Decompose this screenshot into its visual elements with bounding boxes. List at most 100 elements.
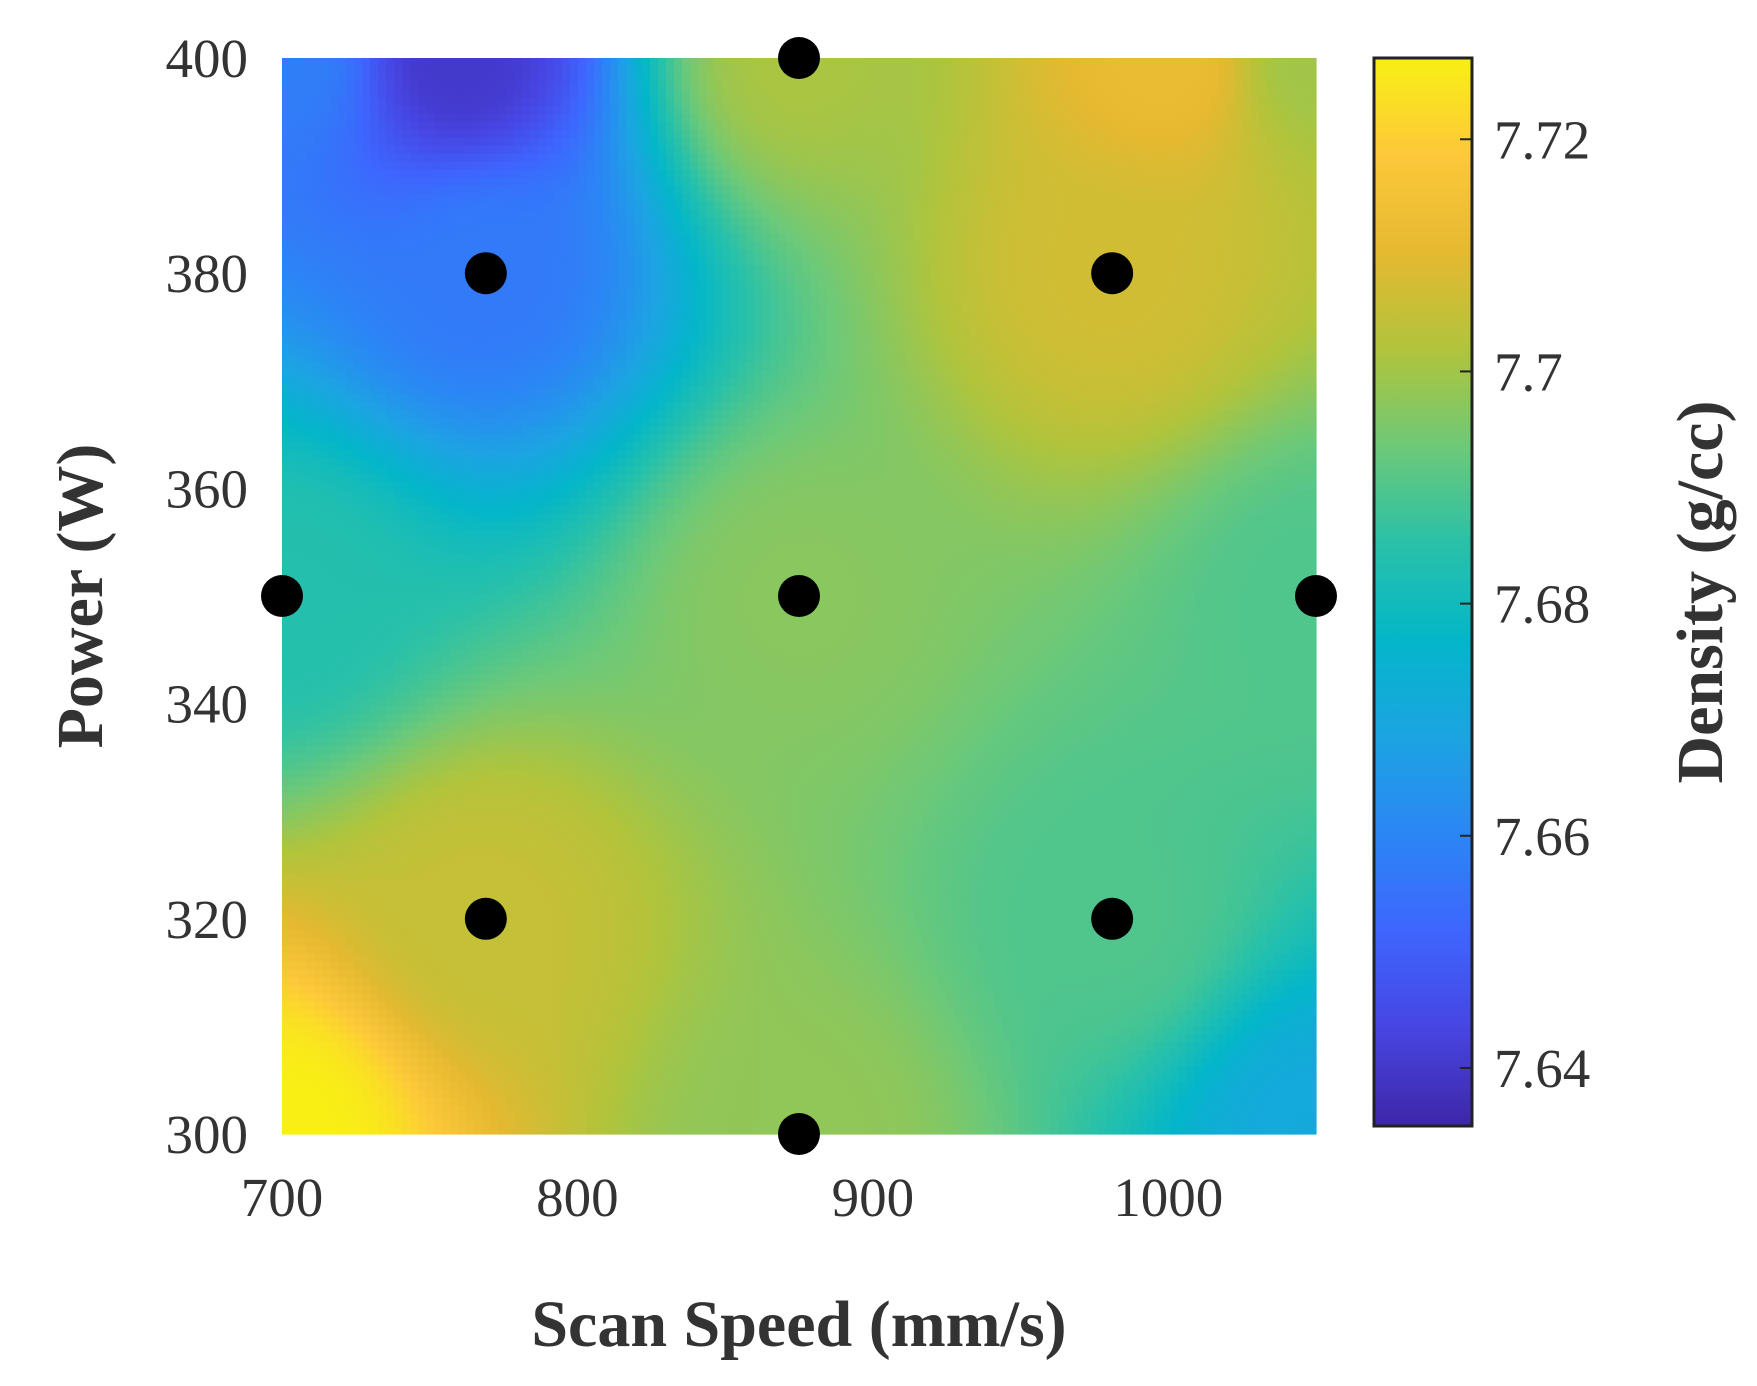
heatmap-cell xyxy=(1250,138,1259,147)
heatmap-cell xyxy=(634,178,643,187)
heatmap-cell xyxy=(426,258,435,267)
heatmap-cell xyxy=(1186,130,1195,139)
heatmap-cell xyxy=(1218,266,1227,275)
heatmap-cell xyxy=(346,146,355,155)
heatmap-cell xyxy=(1106,170,1115,179)
heatmap-cell xyxy=(1170,306,1179,315)
heatmap-cell xyxy=(1058,170,1067,179)
heatmap-cell xyxy=(706,226,715,235)
heatmap-cell xyxy=(450,330,459,339)
heatmap-cell xyxy=(514,354,523,363)
heatmap-cell xyxy=(762,226,771,235)
heatmap-cell xyxy=(642,106,651,115)
heatmap-cell xyxy=(514,154,523,163)
heatmap-cell xyxy=(1130,106,1139,115)
heatmap-cell xyxy=(1058,90,1067,99)
heatmap-cell xyxy=(914,306,923,315)
heatmap-cell xyxy=(378,250,387,259)
heatmap-cell xyxy=(1042,154,1051,163)
heatmap-cell xyxy=(1298,290,1307,299)
heatmap-cell xyxy=(1226,234,1235,243)
heatmap-cell xyxy=(410,250,419,259)
heatmap-cell xyxy=(586,298,595,307)
heatmap-cell xyxy=(834,210,843,219)
heatmap-cell xyxy=(714,338,723,347)
heatmap-cell xyxy=(450,98,459,107)
heatmap-cell xyxy=(554,314,563,323)
heatmap-cell xyxy=(1018,306,1027,315)
heatmap-cell xyxy=(1266,242,1275,251)
heatmap-cell xyxy=(314,298,323,307)
heatmap-cell xyxy=(1258,346,1267,355)
heatmap-cell xyxy=(362,186,371,195)
heatmap-cell xyxy=(1298,258,1307,267)
heatmap-cell xyxy=(930,122,939,131)
heatmap-cell xyxy=(290,66,299,75)
heatmap-cell xyxy=(746,346,755,355)
heatmap-cell xyxy=(1162,114,1171,123)
heatmap-cell xyxy=(1074,162,1083,171)
heatmap-cell xyxy=(298,306,307,315)
heatmap-cell xyxy=(306,266,315,275)
heatmap-cell xyxy=(1010,82,1019,91)
heatmap-cell xyxy=(298,114,307,123)
heatmap-cell xyxy=(1298,242,1307,251)
heatmap-cell xyxy=(962,234,971,243)
heatmap-cell xyxy=(1010,346,1019,355)
heatmap-cell xyxy=(730,362,739,371)
heatmap-cell xyxy=(1226,82,1235,91)
heatmap-cell xyxy=(1074,226,1083,235)
heatmap-cell xyxy=(858,234,867,243)
heatmap-cell xyxy=(962,106,971,115)
heatmap-cell xyxy=(498,306,507,315)
heatmap-cell xyxy=(746,330,755,339)
heatmap-cell xyxy=(906,146,915,155)
heatmap-cell xyxy=(586,290,595,299)
heatmap-cell xyxy=(386,306,395,315)
heatmap-cell xyxy=(794,274,803,283)
heatmap-cell xyxy=(1250,298,1259,307)
heatmap-cell xyxy=(850,154,859,163)
heatmap-cell xyxy=(338,258,347,267)
heatmap-cell xyxy=(522,242,531,251)
heatmap-cell xyxy=(930,202,939,211)
heatmap-cell xyxy=(730,346,739,355)
heatmap-cell xyxy=(1234,90,1243,99)
heatmap-cell xyxy=(1266,322,1275,331)
heatmap-cell xyxy=(282,298,291,307)
heatmap-cell xyxy=(450,298,459,307)
heatmap-cell xyxy=(1114,202,1123,211)
heatmap-cell xyxy=(602,298,611,307)
heatmap-cell xyxy=(1154,218,1163,227)
heatmap-cell xyxy=(714,74,723,83)
heatmap-cell xyxy=(466,306,475,315)
heatmap-cell xyxy=(1162,98,1171,107)
heatmap-cell xyxy=(338,322,347,331)
heatmap-cell xyxy=(386,250,395,259)
heatmap-cell xyxy=(618,58,627,67)
heatmap-cell xyxy=(1202,250,1211,259)
heatmap-cell xyxy=(946,162,955,171)
heatmap-cell xyxy=(410,154,419,163)
heatmap-cell xyxy=(690,242,699,251)
heatmap-cell xyxy=(426,162,435,171)
heatmap-cell xyxy=(1002,170,1011,179)
heatmap-cell xyxy=(1106,202,1115,211)
heatmap-cell xyxy=(410,338,419,347)
heatmap-cell xyxy=(1138,290,1147,299)
heatmap-cell xyxy=(794,90,803,99)
heatmap-cell xyxy=(562,298,571,307)
heatmap-cell xyxy=(1090,298,1099,307)
heatmap-cell xyxy=(1026,298,1035,307)
heatmap-cell xyxy=(1138,226,1147,235)
heatmap-cell xyxy=(730,82,739,91)
heatmap-cell xyxy=(754,162,763,171)
heatmap-cell xyxy=(1018,290,1027,299)
heatmap-cell xyxy=(1074,138,1083,147)
heatmap-cell xyxy=(738,106,747,115)
heatmap-cell xyxy=(1234,98,1243,107)
heatmap-cell xyxy=(1178,258,1187,267)
heatmap-cell xyxy=(914,354,923,363)
heatmap-cell xyxy=(626,298,635,307)
heatmap-cell xyxy=(1010,338,1019,347)
